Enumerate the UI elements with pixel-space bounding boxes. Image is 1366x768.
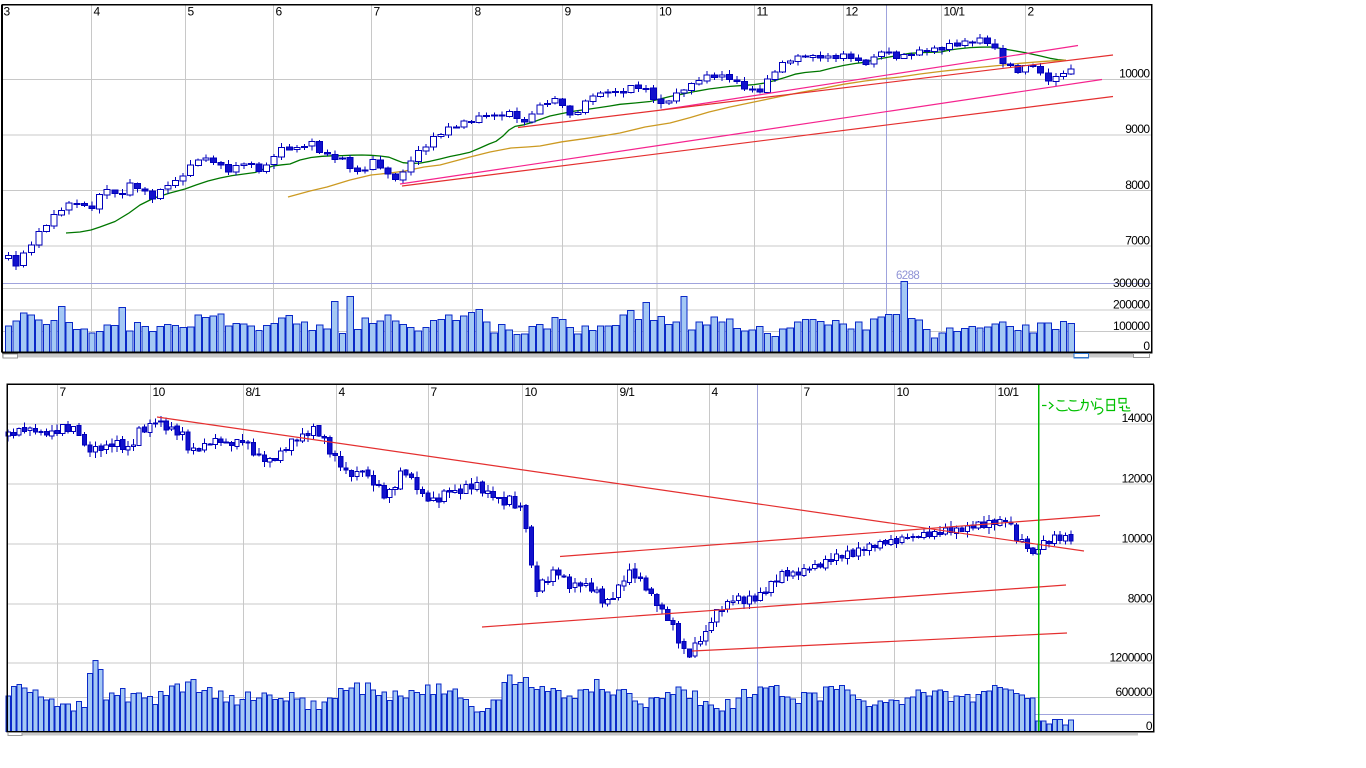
svg-text:200000: 200000	[1113, 297, 1150, 311]
svg-text:11: 11	[757, 5, 769, 19]
svg-text:10/1: 10/1	[944, 5, 966, 19]
svg-text:7: 7	[431, 385, 438, 399]
svg-text:300000: 300000	[1113, 276, 1150, 290]
svg-text:10000: 10000	[1119, 67, 1150, 81]
svg-text:10: 10	[525, 385, 538, 399]
svg-text:100000: 100000	[1113, 319, 1150, 333]
svg-text:9/1: 9/1	[620, 385, 636, 399]
svg-text:8: 8	[475, 5, 482, 19]
svg-text:8000: 8000	[1128, 592, 1153, 606]
svg-text:0: 0	[1146, 719, 1153, 733]
svg-text:7: 7	[60, 385, 67, 399]
svg-text:6288: 6288	[896, 270, 919, 282]
svg-text:8/1: 8/1	[246, 385, 262, 399]
svg-text:5: 5	[188, 5, 195, 19]
svg-text:10: 10	[153, 385, 166, 399]
svg-text:8000: 8000	[1125, 178, 1150, 192]
svg-text:1200000: 1200000	[1109, 650, 1152, 664]
svg-text:12000: 12000	[1122, 471, 1153, 485]
svg-text:10000: 10000	[1122, 531, 1153, 545]
svg-text:3: 3	[4, 5, 11, 19]
svg-text:4: 4	[712, 385, 719, 399]
svg-text:4: 4	[339, 385, 346, 399]
svg-text:4: 4	[94, 5, 101, 19]
svg-text:0: 0	[1143, 339, 1150, 353]
svg-text:12: 12	[846, 5, 859, 19]
svg-text:10: 10	[897, 385, 910, 399]
svg-text:10/1: 10/1	[998, 385, 1020, 399]
svg-text:7: 7	[374, 5, 381, 19]
svg-text:2: 2	[1028, 5, 1035, 19]
svg-text:9000: 9000	[1125, 122, 1150, 136]
svg-text:7: 7	[804, 385, 811, 399]
svg-text:7000: 7000	[1125, 233, 1150, 247]
svg-text:6: 6	[276, 5, 283, 19]
svg-text:600000: 600000	[1116, 685, 1153, 699]
svg-text:14000: 14000	[1122, 411, 1153, 425]
svg-text:9: 9	[565, 5, 572, 19]
svg-text:10: 10	[659, 5, 672, 19]
